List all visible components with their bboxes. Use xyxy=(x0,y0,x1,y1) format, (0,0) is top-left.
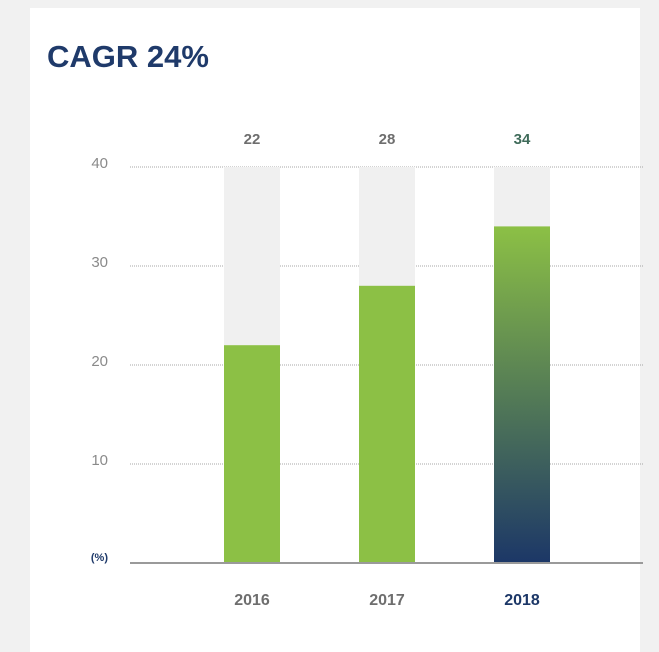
x-tick-label: 2016 xyxy=(234,592,270,609)
y-tick-label: 40 xyxy=(91,155,108,172)
y-axis-label: (%) xyxy=(91,552,108,564)
y-tick-label: 30 xyxy=(91,254,108,271)
value-label: 28 xyxy=(379,131,396,148)
x-tick-label: 2017 xyxy=(369,592,405,609)
bar xyxy=(494,226,550,563)
y-tick-label: 20 xyxy=(91,353,108,370)
value-label: 22 xyxy=(244,131,261,148)
y-tick-label: 10 xyxy=(91,452,108,469)
bar xyxy=(224,345,280,563)
chart-title: CAGR 24% xyxy=(47,39,209,74)
card-notch xyxy=(318,0,348,8)
value-label: 34 xyxy=(514,131,531,148)
bar xyxy=(359,285,415,563)
x-tick-label: 2018 xyxy=(504,592,540,609)
